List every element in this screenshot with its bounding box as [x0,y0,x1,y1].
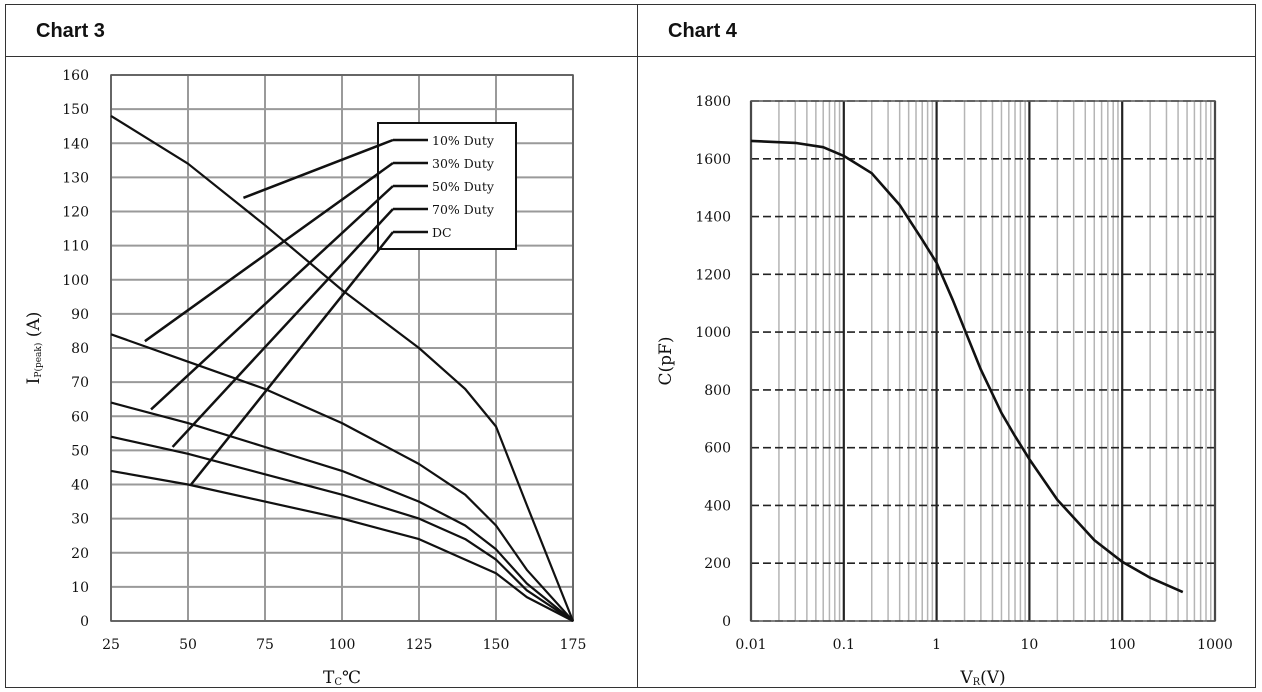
chart3-ytick-label: 10 [71,580,89,596]
chart3-legend-pointer [190,231,394,486]
chart3-series-line-1 [110,114,575,622]
chart3-series-line-5 [110,469,574,622]
chart3-legend-pointer [171,208,394,448]
chart4-ytick-label: 1400 [695,210,731,226]
chart4-capacitance-curve [750,139,1184,594]
chart3-legend-label: 10% Duty [432,133,495,148]
chart3-ytick-label: 100 [62,273,89,289]
chart4-plot-border [750,100,1216,622]
chart4-ytick-label: 0 [722,614,731,630]
chart3-x-axis-label: TC℃ [323,668,361,688]
chart3-legend-pointer [144,161,394,343]
chart3-legend-label: 30% Duty [432,156,495,171]
chart4-ytick-label: 1800 [695,94,731,110]
chart3-y-axis-label: IP(peak) (A) [24,312,44,385]
chart3-ytick-label: 140 [62,136,89,152]
chart3-xtick-label: 175 [560,637,587,653]
chart3-legend-pointer [242,138,394,200]
chart4-xtick-label: 0.01 [735,637,766,653]
chart3-xtick-label: 100 [329,637,356,653]
chart3-legend-label: DC [432,225,452,240]
chart4-ytick-label: 600 [704,441,731,457]
chart3-xtick-label: 125 [406,637,433,653]
chart4-xtick-label: 10 [1020,637,1038,653]
chart4-title: Chart 4 [638,5,1255,57]
chart3-legend-label: 50% Duty [432,179,495,194]
chart3-ytick-label: 20 [71,546,89,562]
chart3-xtick-label: 25 [102,637,120,653]
chart4-ytick-label: 1200 [695,267,731,283]
chart3-plot-border [110,74,574,622]
chart3-ytick-label: 0 [80,614,89,630]
chart3-legend-pointer [150,185,394,411]
chart4-xtick-label: 0.1 [833,637,855,653]
chart3-xtick-label: 50 [179,637,197,653]
chart3-xtick-label: 75 [256,637,274,653]
chart3-ytick-label: 40 [71,478,89,494]
chart3-ytick-label: 60 [71,409,89,425]
chart4-plot: 0 200 400 600 800 1000 1200 1400 1600 1800 0.01 0.1… [656,94,1233,688]
chart4-x-axis-label: VR(V) [959,668,1005,688]
chart4-ytick-label: 1600 [695,152,731,168]
chart3-ytick-label: 30 [71,512,89,528]
chart4-ytick-label: 800 [704,383,731,399]
chart3-ytick-label: 90 [71,307,89,323]
chart3-legend-label: 70% Duty [432,202,495,217]
chart3-ytick-label: 110 [62,239,89,255]
chart3-ytick-label: 160 [62,68,89,84]
chart4-xtick-label: 1000 [1197,637,1233,653]
chart3-ytick-label: 120 [62,205,89,221]
chart3-plot: 25 50 75 100 125 150 175 0 10 20 30 40 50 60 70 80 90 100… [24,68,587,688]
chart3-series-line-2 [110,333,574,622]
chart3-panel: Chart 3 25 50 75 100 125 150 175 0 10 20 30 40 50 60 7… [6,5,638,688]
chart3-ytick-label: 70 [71,375,89,391]
chart4-xtick-label: 1 [932,637,941,653]
chart-figure-frame: Chart 3 25 50 75 100 125 150 175 0 10 20 30 40 50 60 7… [5,4,1256,688]
chart3-ytick-label: 130 [62,170,89,186]
chart4-ytick-label: 1000 [695,325,731,341]
chart4-ytick-label: 400 [704,498,731,514]
chart3-ytick-label: 50 [71,443,89,459]
chart4-xtick-label: 100 [1109,637,1136,653]
chart3-series-line-3 [110,401,574,622]
chart3-ytick-label: 80 [71,341,89,357]
chart3-title: Chart 3 [6,5,637,57]
chart3-series-line-4 [110,435,574,622]
chart4-ytick-label: 200 [704,556,731,572]
chart4-panel: Chart 4 0 200 400 600 800 1000 1200 1400 1600 180… [638,5,1255,688]
chart3-ytick-label: 150 [62,102,89,118]
chart4-y-axis-label: C(pF) [656,337,676,386]
chart3-xtick-label: 150 [483,637,510,653]
